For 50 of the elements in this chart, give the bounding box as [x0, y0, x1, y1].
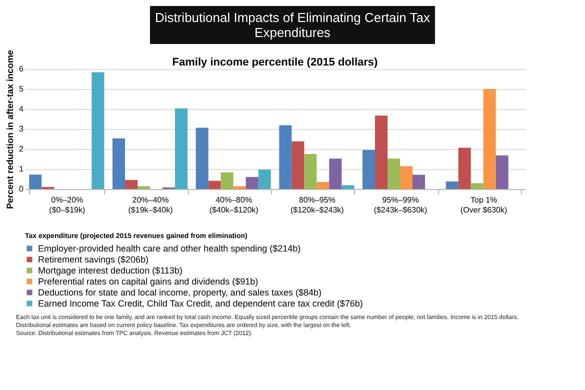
bar: [342, 185, 354, 189]
x-tick-label: 20%–40% ($19k–$40k): [128, 196, 174, 214]
bar: [458, 148, 471, 189]
x-tick-label: 40%–80% ($40k–$120k): [209, 196, 259, 214]
legend-label: Employer-provided health care and other health spending ($214b): [38, 244, 301, 254]
bar: [138, 186, 150, 189]
legend-label: Deductions for state and local income, property, and sales taxes ($84b): [38, 288, 322, 298]
bar: [304, 154, 317, 189]
bar: [400, 166, 412, 189]
y-tick-label: 2: [19, 144, 24, 154]
bar: [329, 158, 342, 189]
x-tick-label: 80%–95% ($120k–$243k): [290, 196, 344, 214]
y-tick-label: 1: [19, 164, 24, 174]
bar: [446, 181, 458, 189]
bar: [112, 138, 125, 189]
bar: [233, 186, 246, 189]
bar: [125, 180, 138, 189]
bar: [470, 183, 484, 189]
bar: [196, 128, 208, 189]
chart-title: Distributional Impacts of Eliminating Certain Tax Expenditures: [150, 6, 435, 44]
bar: [496, 155, 508, 189]
y-tick-label: 3: [19, 124, 24, 134]
y-tick-label: 4: [19, 104, 24, 114]
bar: [246, 177, 258, 189]
bar: [292, 141, 304, 189]
bar: [412, 174, 425, 189]
y-axis-title: Percent reduction in after-tax income: [5, 50, 16, 210]
bar: [29, 174, 42, 189]
bar: [316, 182, 330, 189]
bar: [279, 125, 292, 189]
legend-label: Retirement savings ($206b): [38, 254, 149, 264]
y-tick-label: 5: [19, 84, 24, 94]
legend-label: Earned Income Tax Credit, Child Tax Credit, and dependent care tax credit ($76b): [38, 298, 363, 308]
bar: [388, 158, 400, 189]
bar: [175, 108, 188, 189]
y-tick-label: 0: [19, 184, 24, 194]
y-tick-label: 6: [19, 64, 24, 74]
bar: [208, 180, 221, 189]
x-tick-label: Top 1% (Over $630k): [460, 196, 508, 214]
legend-label: Mortgage interest deduction ($113b): [38, 266, 182, 276]
bar: [483, 89, 496, 189]
legend-label: Preferential rates on capital gains and dividends ($91b): [38, 276, 258, 286]
x-tick-label: 95%–99% ($243k–$630k): [374, 196, 428, 214]
bar: [92, 72, 104, 189]
bar: [258, 170, 271, 189]
x-tick-label: 0%–20% ($0–$19k): [49, 196, 86, 214]
bar: [220, 172, 234, 189]
bar: [362, 150, 375, 189]
bar: [375, 116, 388, 189]
chart-subtitle: Family income percentile (2015 dollars): [172, 56, 378, 68]
